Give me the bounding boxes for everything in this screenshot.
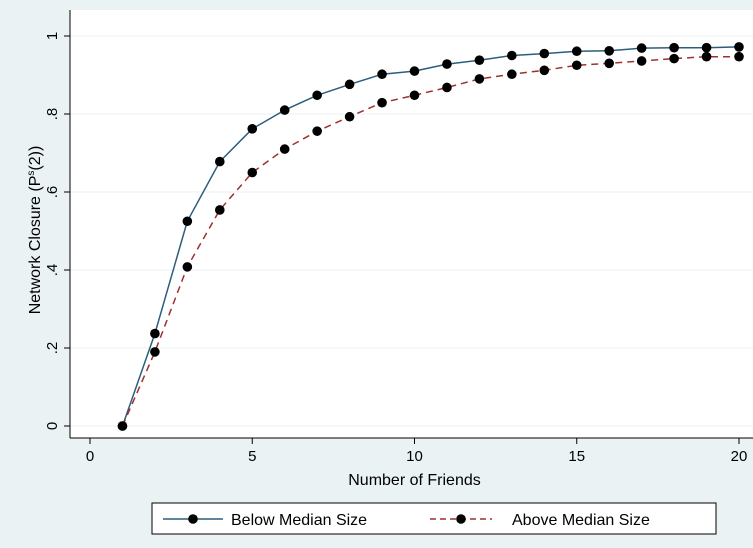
data-point bbox=[604, 59, 614, 69]
data-point bbox=[377, 69, 387, 79]
data-point bbox=[345, 80, 355, 90]
data-point bbox=[475, 74, 485, 84]
data-point bbox=[637, 56, 647, 66]
y-axis-title: Network Closure (Ps(2)) bbox=[26, 146, 44, 315]
data-point bbox=[183, 216, 193, 226]
legend-marker-below-median bbox=[188, 514, 198, 524]
data-point bbox=[150, 329, 160, 339]
data-point bbox=[604, 46, 614, 56]
y-axis-title-main: Network Closure (P bbox=[27, 176, 44, 315]
data-point bbox=[410, 90, 420, 100]
data-point bbox=[150, 347, 160, 357]
data-point bbox=[540, 49, 550, 59]
data-point bbox=[183, 262, 193, 272]
data-point bbox=[572, 46, 582, 56]
data-point bbox=[247, 168, 257, 178]
data-point bbox=[702, 43, 712, 53]
y-tick-label: .2 bbox=[44, 342, 61, 355]
data-point bbox=[442, 83, 452, 93]
y-tick-label: .4 bbox=[44, 264, 61, 277]
data-point bbox=[507, 69, 517, 79]
data-point bbox=[572, 60, 582, 70]
data-point bbox=[247, 124, 257, 134]
data-point bbox=[702, 52, 712, 62]
data-point bbox=[280, 144, 290, 154]
legend-label-above-median: Above Median Size bbox=[512, 512, 650, 529]
x-tick-label: 10 bbox=[406, 448, 423, 465]
data-point bbox=[442, 59, 452, 69]
data-point bbox=[312, 126, 322, 136]
x-tick-label: 0 bbox=[86, 448, 94, 465]
x-tick-label: 20 bbox=[731, 448, 748, 465]
data-point bbox=[377, 98, 387, 108]
data-point bbox=[637, 43, 647, 53]
data-point bbox=[280, 105, 290, 115]
data-point bbox=[507, 51, 517, 61]
y-tick-label: 0 bbox=[44, 422, 61, 430]
data-point bbox=[475, 55, 485, 65]
data-point bbox=[540, 66, 550, 76]
data-point bbox=[410, 66, 420, 76]
y-axis-title-suffix: (2)) bbox=[27, 146, 44, 171]
legend: Below Median Size Above Median Size bbox=[152, 503, 716, 534]
data-point bbox=[669, 43, 679, 53]
x-tick-label: 15 bbox=[568, 448, 585, 465]
data-point bbox=[312, 90, 322, 100]
y-tick-label: .8 bbox=[44, 108, 61, 121]
x-tick-label: 5 bbox=[248, 448, 256, 465]
data-point bbox=[215, 205, 225, 215]
data-point bbox=[345, 112, 355, 122]
y-tick-label: .6 bbox=[44, 186, 61, 199]
legend-marker-above-median bbox=[456, 514, 466, 524]
data-point bbox=[734, 42, 744, 52]
data-point bbox=[734, 52, 744, 62]
x-axis-title: Number of Friends bbox=[348, 472, 481, 489]
data-point bbox=[669, 54, 679, 64]
data-point bbox=[118, 421, 128, 431]
data-point bbox=[215, 157, 225, 167]
y-tick-label: 1 bbox=[44, 32, 61, 40]
legend-label-below-median: Below Median Size bbox=[231, 512, 367, 529]
